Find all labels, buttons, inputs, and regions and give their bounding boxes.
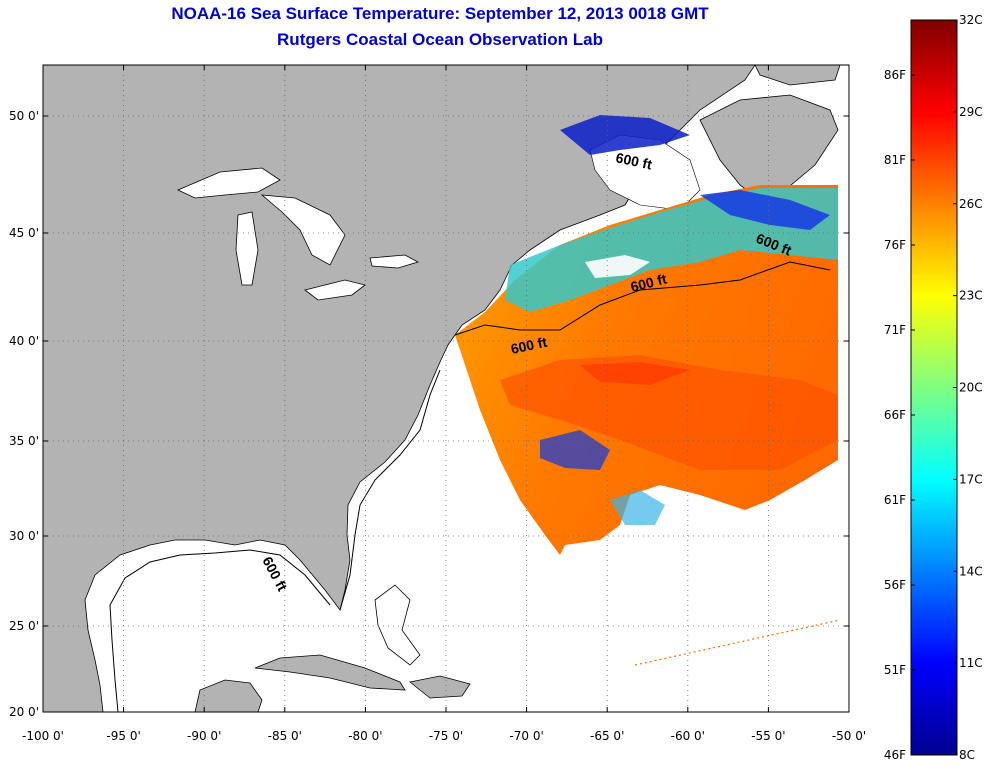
lon-tick-label: -100 0' xyxy=(22,729,64,743)
land-north-america xyxy=(43,65,756,712)
colorbar-fahrenheit-label: 66F xyxy=(884,408,906,422)
map-title: NOAA-16 Sea Surface Temperature: Septemb… xyxy=(171,4,709,23)
sst-blue-labrador xyxy=(560,115,690,155)
sst-gulfstream-hot xyxy=(580,362,690,385)
lon-tick-label: -70 0' xyxy=(509,729,543,743)
colorbar-celsius-label: 32C xyxy=(959,13,983,27)
map-subtitle: Rutgers Coastal Ocean Observation Lab xyxy=(277,30,603,49)
sst-cloud-gap xyxy=(585,255,650,278)
lat-tick-label: 30 0' xyxy=(9,529,39,543)
land-newfoundland xyxy=(699,94,839,201)
colorbar-fahrenheit-label: 76F xyxy=(884,238,906,252)
lon-tick-label: -65 0' xyxy=(590,729,624,743)
land-hispaniola xyxy=(409,675,471,699)
isobath-600ft xyxy=(454,261,831,336)
colorbar-fahrenheit-label: 86F xyxy=(884,68,906,82)
colorbar-celsius-label: 20C xyxy=(959,381,983,395)
colorbar-celsius-label: 23C xyxy=(959,289,983,303)
lon-tick-label: -85 0' xyxy=(268,729,302,743)
land-cuba xyxy=(254,654,406,691)
colorbar-fahrenheit-label: 81F xyxy=(884,153,906,167)
colorbar-celsius-label: 11C xyxy=(959,656,983,670)
lon-tick-label: -55 0' xyxy=(751,729,785,743)
lat-tick-label: 45 0' xyxy=(9,226,39,240)
colorbar-fahrenheit-label: 51F xyxy=(884,663,906,677)
colorbar-fahrenheit-label: 56F xyxy=(884,578,906,592)
isobath-600ft-bahamas xyxy=(374,584,421,666)
lon-tick-label: -90 0' xyxy=(187,729,221,743)
land-yucatan xyxy=(194,679,263,712)
colorbar-fahrenheit-label: 46F xyxy=(884,748,906,762)
lon-tick-label: -95 0' xyxy=(106,729,140,743)
colorbar-celsius-label: 14C xyxy=(959,564,983,578)
colorbar-fahrenheit-label: 71F xyxy=(884,323,906,337)
contour-label-st-lawrence: 600 ft xyxy=(614,149,653,172)
colorbar-fahrenheit-label: 61F xyxy=(884,493,906,507)
colorbar-celsius-label: 17C xyxy=(959,472,983,486)
lon-tick-label: -50 0' xyxy=(832,729,866,743)
longitude-labels: -100 0' -95 0' -90 0' -85 0' -80 0' -75 0' -70… xyxy=(22,65,866,743)
lon-tick-label: -75 0' xyxy=(429,729,463,743)
great-lakes xyxy=(177,167,420,301)
sst-blue-south xyxy=(540,430,610,470)
contour-label-mid-atlantic: 600 ft xyxy=(509,334,548,357)
land-labrador xyxy=(754,65,841,86)
colorbar-labels: 32C 29C 26C 23C 20C 17C 14C 11C 8C 86F 81F 76F 71F 66… xyxy=(884,13,983,762)
colorbar-celsius-label: 26C xyxy=(959,197,983,211)
lat-tick-label: 40 0' xyxy=(9,334,39,348)
sst-blue-patches xyxy=(700,190,830,230)
lat-tick-label: 20 0' xyxy=(9,705,39,719)
colorbar-ramp xyxy=(910,19,958,756)
isobath-600ft-gulf xyxy=(109,549,331,712)
lat-tick-label: 35 0' xyxy=(9,434,39,448)
colorbar-celsius-label: 8C xyxy=(959,748,975,762)
lat-tick-label: 50 0' xyxy=(9,109,39,123)
lon-tick-label: -80 0' xyxy=(348,729,382,743)
sst-cyan-south xyxy=(610,490,665,525)
latitude-labels: 50 0' 45 0' 40 0' 35 0' 30 0' 25 0' 20 0' xyxy=(9,109,849,719)
lat-tick-label: 25 0' xyxy=(9,619,39,633)
lon-tick-label: -60 0' xyxy=(671,729,705,743)
isobath-600ft-east xyxy=(339,369,441,611)
colorbar-celsius-label: 29C xyxy=(959,105,983,119)
